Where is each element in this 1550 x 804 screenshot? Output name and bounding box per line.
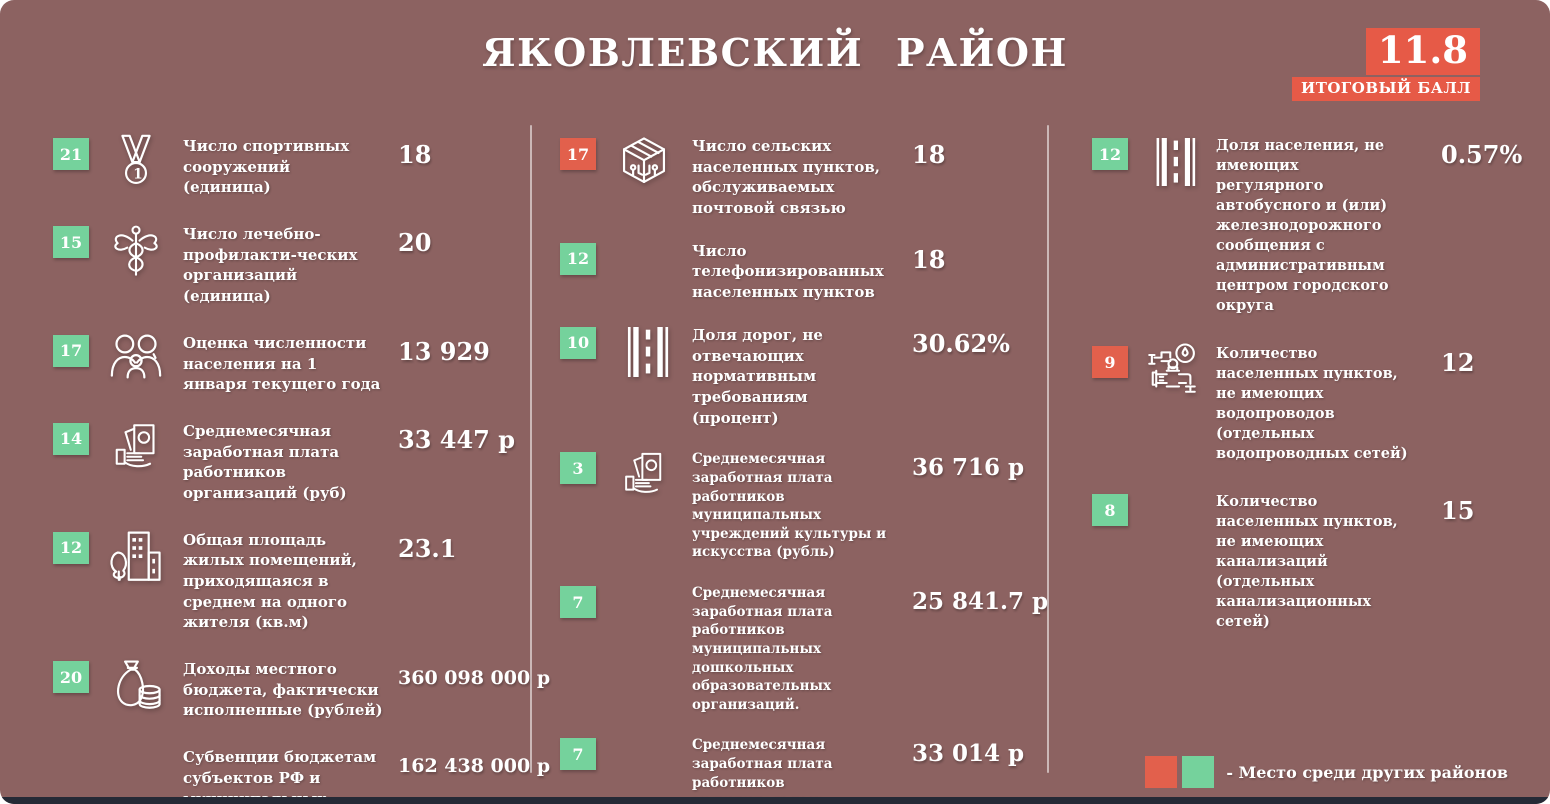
stat-label: Общая площадь жилых помещений, приходяща… <box>183 530 357 632</box>
header: ЯКОВЛЕВСКИЙ РАЙОН 11.8 ИТОГОВЫЙ БАЛЛ <box>0 0 1550 118</box>
rank-badge: 7 <box>560 586 596 618</box>
stat-value: 23.1 <box>398 533 457 563</box>
stat-value: 20 <box>398 228 432 258</box>
stat-label: Среднемесячная заработная плата работник… <box>692 451 887 561</box>
stat-row: 9 Количество населенны <box>1092 342 1550 464</box>
rank-badge: 21 <box>53 138 89 170</box>
rank-badge: 9 <box>1092 346 1128 378</box>
rank-badge: 12 <box>53 531 89 564</box>
stat-row: 10 Доля дорог, не отвечающих нормативным… <box>560 323 1047 428</box>
rank-badge: 7 <box>560 738 596 771</box>
salary-icon <box>99 419 173 477</box>
stat-row: 12 Доля населения, не имеющих регулярног… <box>1092 134 1550 316</box>
stat-row: 17 Число сельских населенных пунктов, об… <box>560 134 1047 219</box>
stat-row: 12 Общая площадь жилых <box>53 528 530 633</box>
stat-label: Число телефонизированных населенных пунк… <box>692 241 884 302</box>
score-value: 11.8 <box>1365 28 1480 75</box>
medal-icon: 1 <box>99 134 173 192</box>
column-divider <box>1047 125 1049 773</box>
bottom-bar <box>0 797 1550 804</box>
stat-value: 0.57% <box>1441 140 1523 169</box>
stat-label: Среднемесячная заработная плата работник… <box>183 421 347 502</box>
caduceus-icon <box>99 222 173 282</box>
stats-column-1: 21 1 Число спортивных сооружений (единиц… <box>0 118 550 804</box>
stats-column-2: 17 Число сельских населенных пунктов, об… <box>530 118 1049 804</box>
stat-value: 18 <box>912 244 946 274</box>
rank-badge-empty <box>53 749 89 781</box>
rank-badge: 20 <box>53 661 89 694</box>
stats-area: 21 1 Число спортивных сооружений (единиц… <box>0 118 1550 804</box>
stat-label: Среднемесячная заработная плата работник… <box>692 585 833 713</box>
stat-value: 18 <box>912 140 946 169</box>
stat-label: Доля населения, не имеющих регулярного а… <box>1216 137 1389 314</box>
road-icon <box>606 323 682 381</box>
stat-label: Количество населенных пунктов, не имеющи… <box>1216 493 1398 630</box>
legend-label: - Место среди других районов <box>1226 762 1508 782</box>
stat-value: 360 098 000 р <box>398 667 551 690</box>
stat-row: 14 Среднемесячная заработная плата работ… <box>53 419 530 504</box>
money-bag-icon <box>99 657 173 715</box>
rank-badge: 15 <box>53 226 89 259</box>
rank-badge: 14 <box>53 422 89 455</box>
stat-label: Субвенции бюджетам субъектов РФ и муници… <box>183 748 377 804</box>
rank-badge: 17 <box>560 138 596 170</box>
rank-badge: 12 <box>560 242 596 275</box>
rank-badge: 17 <box>53 334 89 367</box>
column-divider <box>530 125 532 773</box>
stat-value: 162 438 000 р <box>398 755 551 778</box>
stat-label: Количество населенных пунктов, не имеющи… <box>1216 345 1408 462</box>
stat-row: 8 Количество населенных пунктов, не имею… <box>1092 490 1550 632</box>
stat-row: 7 Среднемесячная заработная плата работн… <box>560 582 1049 714</box>
stat-row: 15 Число лечебно-профилакти-ческих орган… <box>53 222 530 307</box>
stat-label: Доходы местного бюджета, фактически испо… <box>183 660 383 720</box>
stat-value: 33 014 р <box>912 740 1025 768</box>
stat-value: 30.62% <box>912 328 1010 358</box>
stat-row: 17 Оценка численности населения на 1 янв… <box>53 331 530 395</box>
stat-row: Субвенции бюджетам субъектов РФ и муници… <box>53 745 550 804</box>
stats-column-3: 12 Доля населения, не имеющих регулярног… <box>1047 118 1550 658</box>
rank-badge: 8 <box>1092 494 1128 526</box>
stat-value: 25 841.7 р <box>912 588 1049 615</box>
water-pipes-icon <box>1138 342 1206 396</box>
stat-row: 3 Среднемесячная заработная плата работн… <box>560 448 1047 562</box>
stat-label: Число сельских населенных пунктов, обслу… <box>692 137 880 218</box>
road-icon <box>1138 134 1206 190</box>
stat-value: 33 447 р <box>398 424 515 454</box>
stat-label: Доля дорог, не отвечающих нормативным тр… <box>692 325 823 427</box>
stat-value: 13 929 <box>398 336 490 366</box>
stat-row: 12 Число телефонизированных населенных п… <box>560 239 1047 303</box>
legend: - Место среди других районов <box>1145 756 1508 788</box>
stat-value: 36 716 р <box>912 454 1025 482</box>
stat-label: Оценка численности населения на 1 января… <box>183 333 381 394</box>
page-title: ЯКОВЛЕВСКИЙ РАЙОН <box>482 30 1068 75</box>
stat-label: Число спортивных сооружений (единица) <box>183 137 350 197</box>
stat-row: 21 1 Число спортивных сооружений (единиц… <box>53 134 530 198</box>
stat-value: 12 <box>1441 348 1475 377</box>
rank-badge: 3 <box>560 452 596 485</box>
stat-row: 7 Среднемесячная заработная плата работн… <box>560 734 1047 804</box>
svg-text:1: 1 <box>133 166 142 182</box>
population-icon <box>99 331 173 383</box>
stat-value: 18 <box>398 140 432 169</box>
final-score: 11.8 ИТОГОВЫЙ БАЛЛ <box>1292 28 1480 101</box>
housing-icon <box>99 528 173 588</box>
postal-cube-icon <box>606 134 682 190</box>
stat-row: 20 Доходы местного бюджета, фактически и… <box>53 657 550 721</box>
legend-red-swatch <box>1145 756 1178 788</box>
stat-label: Число лечебно-профилакти-ческих организа… <box>183 225 358 306</box>
salary-icon <box>606 448 682 502</box>
rank-badge: 10 <box>560 326 596 359</box>
legend-green-swatch <box>1182 756 1215 788</box>
stat-label: Среднемесячная заработная плата работник… <box>692 737 833 804</box>
stat-value: 15 <box>1441 496 1475 525</box>
score-label: ИТОГОВЫЙ БАЛЛ <box>1292 77 1480 101</box>
rank-badge: 12 <box>1092 138 1128 170</box>
